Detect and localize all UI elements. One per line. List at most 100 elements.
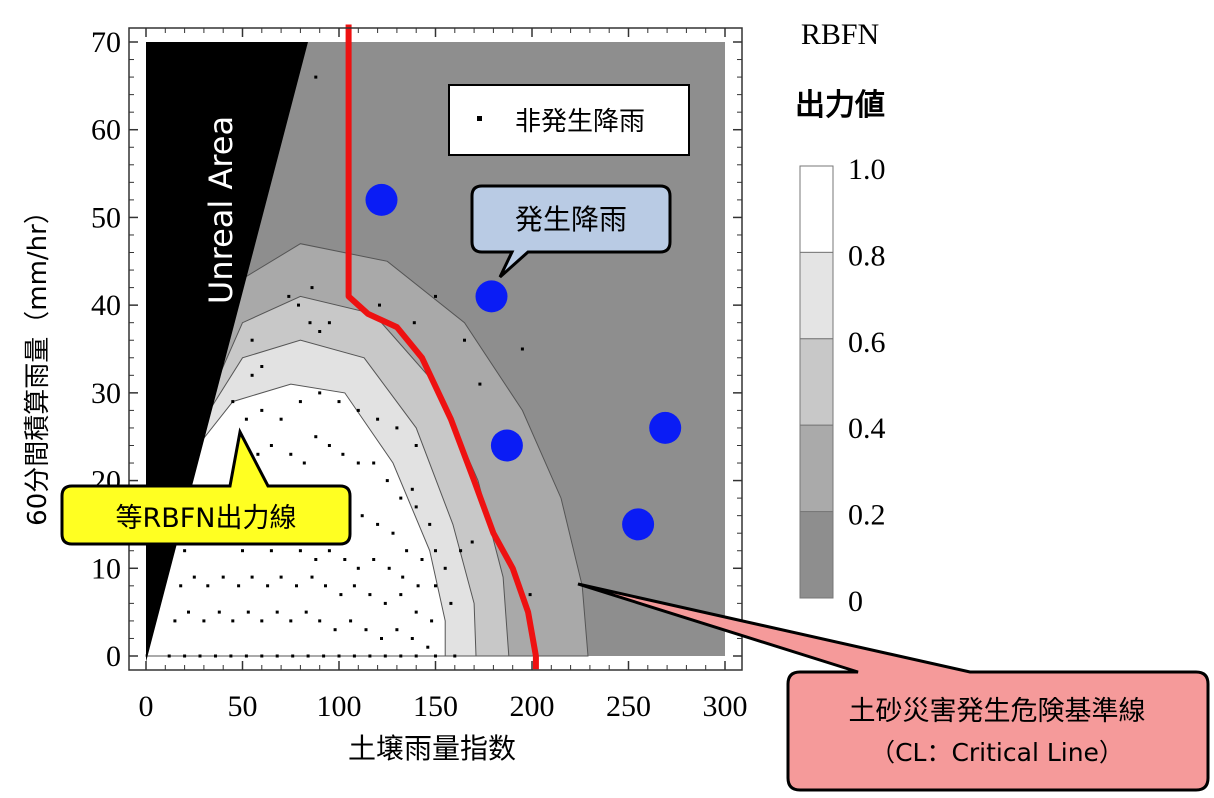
nonoccurrence-point [453, 654, 457, 658]
y-tick-label: 60 [91, 114, 121, 147]
nonoccurrence-point [434, 654, 437, 658]
nonoccurrence-point [391, 531, 395, 535]
nonoccurrence-point [478, 382, 482, 386]
critical-line [345, 24, 539, 670]
nonoccurrence-point [428, 522, 432, 526]
nonoccurrence-point [279, 575, 283, 579]
critical-line-callout [577, 582, 1210, 792]
nonoccurrence-legend-label: 非発生降雨 [515, 107, 645, 137]
legend-title-output: 出力値 [795, 88, 885, 123]
nonoccurrence-point [256, 452, 260, 456]
nonoccurrence-point [414, 654, 418, 658]
y-tick-label: 70 [91, 26, 121, 59]
nonoccurrence-point [289, 619, 293, 623]
occurrence-point [622, 508, 655, 541]
nonoccurrence-point [322, 654, 326, 658]
critical-line-callout-label-2: （CL：Critical Line） [870, 738, 1124, 767]
nonoccurrence-point [269, 549, 273, 553]
x-tick-label: 50 [228, 690, 258, 723]
critical-line-callout-label-1: 土砂災害発生危険基準線 [849, 696, 1146, 727]
nonoccurrence-point [275, 610, 279, 614]
nonoccurrence-point [179, 584, 183, 588]
nonoccurrence-point [266, 584, 270, 588]
nonoccurrence-point [167, 654, 171, 658]
nonoccurrence-point [449, 601, 453, 605]
nonoccurrence-legend-marker [477, 116, 482, 121]
nonoccurrence-point [364, 628, 368, 632]
legend-level-label: 0.8 [848, 239, 886, 272]
nonoccurrence-point [430, 619, 434, 623]
nonoccurrence-point [356, 408, 360, 412]
nonoccurrence-point [368, 593, 372, 597]
nonoccurrence-point [387, 566, 391, 570]
nonoccurrence-point [187, 610, 190, 614]
nonoccurrence-point [324, 584, 327, 588]
nonoccurrence-point [443, 566, 447, 570]
nonoccurrence-point [298, 400, 302, 404]
nonoccurrence-point [310, 286, 314, 290]
nonoccurrence-point [368, 654, 372, 658]
legend-level-label: 1.0 [848, 153, 886, 186]
legend-swatch [799, 165, 834, 253]
nonoccurrence-point [414, 505, 418, 509]
y-tick-label: 40 [91, 289, 121, 322]
nonoccurrence-point [337, 400, 341, 404]
nonoccurrence-point [385, 479, 389, 483]
nonoccurrence-point [414, 444, 418, 447]
x-tick-label: 100 [317, 690, 362, 723]
nonoccurrence-point [250, 373, 254, 377]
nonoccurrence-point [356, 566, 360, 570]
nonoccurrence-point [310, 575, 314, 579]
legend-swatch [799, 338, 834, 426]
nonoccurrence-point [304, 610, 308, 614]
occurrence-callout [470, 184, 672, 279]
nonoccurrence-point [231, 400, 235, 404]
y-tick-label: 30 [91, 377, 121, 410]
nonoccurrence-point [306, 654, 310, 658]
nonoccurrence-point [410, 487, 414, 491]
nonoccurrence-point [206, 584, 210, 588]
y-tick-label: 0 [106, 640, 121, 673]
nonoccurrence-point [434, 294, 437, 298]
occurrence-points [365, 183, 682, 541]
nonoccurrence-point [434, 584, 437, 588]
nonoccurrence-point [339, 593, 343, 597]
nonoccurrence-point [202, 619, 206, 623]
nonoccurrence-point [241, 549, 244, 553]
nonoccurrence-point [349, 619, 353, 623]
nonoccurrence-point [318, 619, 322, 623]
nonoccurrence-point [341, 452, 345, 456]
nonoccurrence-point [327, 444, 331, 447]
y-tick-label: 10 [91, 552, 121, 585]
nonoccurrence-point [360, 514, 364, 518]
nonoccurrence-point [214, 654, 217, 658]
x-tick-label: 150 [413, 690, 458, 723]
nonoccurrence-point [399, 654, 403, 658]
legend-level-label: 0.2 [848, 499, 886, 532]
nonoccurrence-point [302, 461, 306, 465]
nonoccurrence-point [333, 628, 337, 632]
nonoccurrence-point [520, 347, 524, 351]
nonoccurrence-point [372, 558, 376, 561]
iso-line-callout-label: 等RBFN出力線 [115, 503, 296, 534]
legend-level-label: 0.6 [848, 326, 886, 359]
nonoccurrence-point [337, 654, 341, 658]
nonoccurrence-point [260, 654, 264, 658]
nonoccurrence-point [414, 610, 418, 614]
nonoccurrence-point [318, 330, 322, 333]
nonoccurrence-point [399, 593, 403, 597]
nonoccurrence-point [352, 654, 356, 658]
nonoccurrence-point [420, 558, 424, 561]
legend-swatch [799, 511, 834, 599]
nonoccurrence-point [295, 584, 298, 588]
nonoccurrence-point [327, 321, 331, 325]
nonoccurrence-point [383, 654, 387, 658]
nonoccurrence-point [412, 321, 416, 325]
nonoccurrence-point [287, 294, 291, 298]
x-tick-label: 300 [703, 690, 748, 723]
nonoccurrence-point [308, 321, 312, 325]
nonoccurrence-point [289, 452, 293, 456]
x-tick-label: 0 [139, 690, 154, 723]
nonoccurrence-point [250, 338, 254, 342]
